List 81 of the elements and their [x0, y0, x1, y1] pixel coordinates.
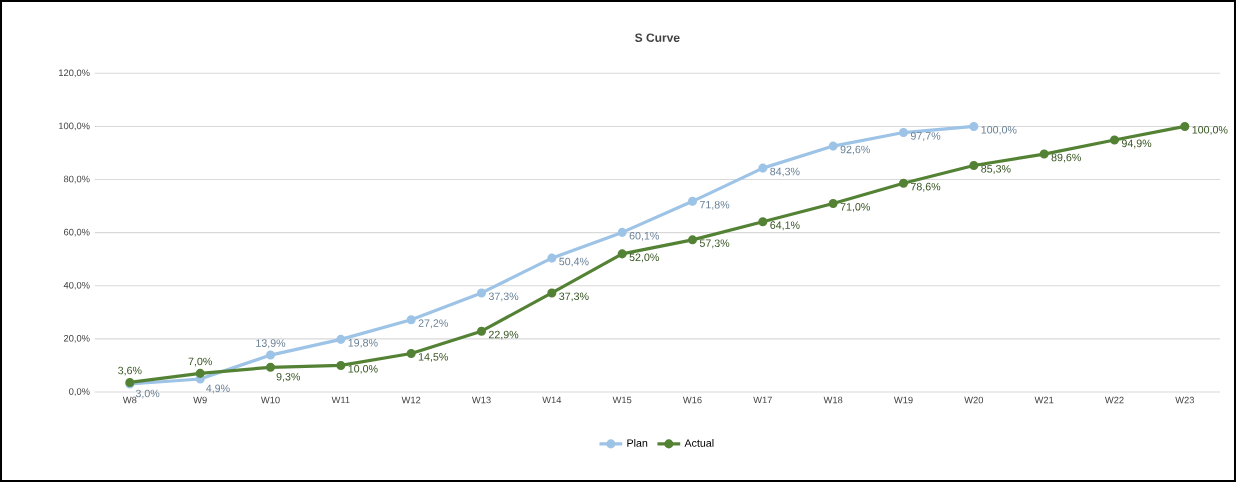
x-tick-label: W15: [612, 396, 632, 404]
point: [617, 227, 627, 237]
x-tick-label: W10: [260, 396, 280, 404]
point: [687, 235, 698, 245]
y-tick-label: 60,0%: [63, 228, 90, 237]
point: [1180, 121, 1190, 131]
data-label: 7,0%: [188, 357, 212, 367]
point: [617, 249, 627, 259]
data-label: 52,0%: [629, 253, 659, 263]
y-tick-label: 0,0%: [69, 388, 90, 396]
point: [828, 141, 838, 151]
x-tick-label: W23: [1175, 396, 1194, 404]
point: [1039, 149, 1049, 159]
x-tick-label: W17: [753, 396, 772, 404]
point: [1109, 135, 1120, 145]
point: [969, 121, 979, 131]
x-tick-label: W20: [964, 396, 984, 404]
data-label: 97,7%: [910, 132, 941, 141]
data-label: 84,3%: [770, 167, 800, 177]
y-tick-label: 40,0%: [63, 281, 90, 290]
point: [758, 217, 768, 227]
data-label: 9,3%: [276, 372, 301, 382]
point: [476, 326, 487, 336]
data-label: 64,1%: [770, 221, 800, 231]
point: [898, 128, 909, 138]
data-label: 14,5%: [418, 353, 448, 362]
y-tick-label: 20,0%: [63, 335, 90, 343]
data-label: 89,6%: [1051, 153, 1081, 163]
x-tick-label: W9: [193, 396, 207, 404]
x-tick-label: W13: [471, 396, 491, 404]
data-label: 27,2%: [418, 319, 448, 329]
point: [336, 334, 346, 344]
x-tick-label: W14: [542, 396, 562, 404]
y-tick-label: 80,0%: [63, 175, 90, 184]
data-label: 92,6%: [840, 145, 870, 155]
data-label: 71,8%: [699, 200, 730, 210]
data-label: 50,4%: [559, 257, 589, 267]
x-tick-label: W18: [823, 396, 843, 404]
data-label: 4,9%: [206, 384, 230, 394]
data-label: 10,0%: [348, 365, 378, 374]
point: [898, 178, 909, 188]
data-label: 71,0%: [840, 203, 870, 212]
x-tick-label: W19: [893, 396, 913, 404]
point: [476, 288, 487, 298]
point: [758, 163, 768, 173]
x-tick-label: W12: [401, 396, 421, 404]
point: [687, 196, 698, 206]
data-label: 100,0%: [981, 126, 1017, 135]
legend-label: Actual: [684, 439, 714, 447]
data-label: 85,3%: [981, 165, 1011, 174]
data-label: 37,3%: [488, 292, 519, 302]
data-label: 22,9%: [488, 330, 519, 340]
point: [265, 362, 276, 372]
data-label: 19,8%: [348, 339, 378, 348]
point: [406, 348, 416, 359]
x-tick-label: W11: [331, 396, 350, 404]
data-label: 100,0%: [1192, 126, 1228, 135]
chart-title: S Curve: [635, 33, 680, 42]
point: [406, 315, 416, 325]
y-tick-label: 120,0%: [59, 69, 90, 78]
data-label: 13,9%: [256, 339, 286, 349]
data-label: 3,6%: [118, 366, 142, 376]
data-label: 78,6%: [910, 182, 941, 192]
x-tick-label: W16: [682, 396, 702, 404]
point: [969, 160, 979, 171]
point: [265, 350, 276, 360]
point: [336, 360, 346, 370]
data-label: 37,3%: [559, 292, 589, 302]
data-label: 94,9%: [1121, 139, 1152, 149]
legend-label: Plan: [627, 439, 648, 447]
x-tick-label: W8: [122, 396, 137, 404]
x-tick-label: W22: [1104, 396, 1124, 404]
y-tick-label: 100,0%: [59, 122, 90, 131]
data-label: 57,3%: [699, 239, 730, 249]
data-label: 60,1%: [629, 231, 659, 241]
point: [195, 368, 205, 378]
point: [828, 198, 838, 208]
point: [547, 253, 557, 263]
point: [547, 288, 557, 298]
data-label: 3,0%: [135, 389, 160, 399]
x-tick-label: W21: [1034, 396, 1054, 404]
